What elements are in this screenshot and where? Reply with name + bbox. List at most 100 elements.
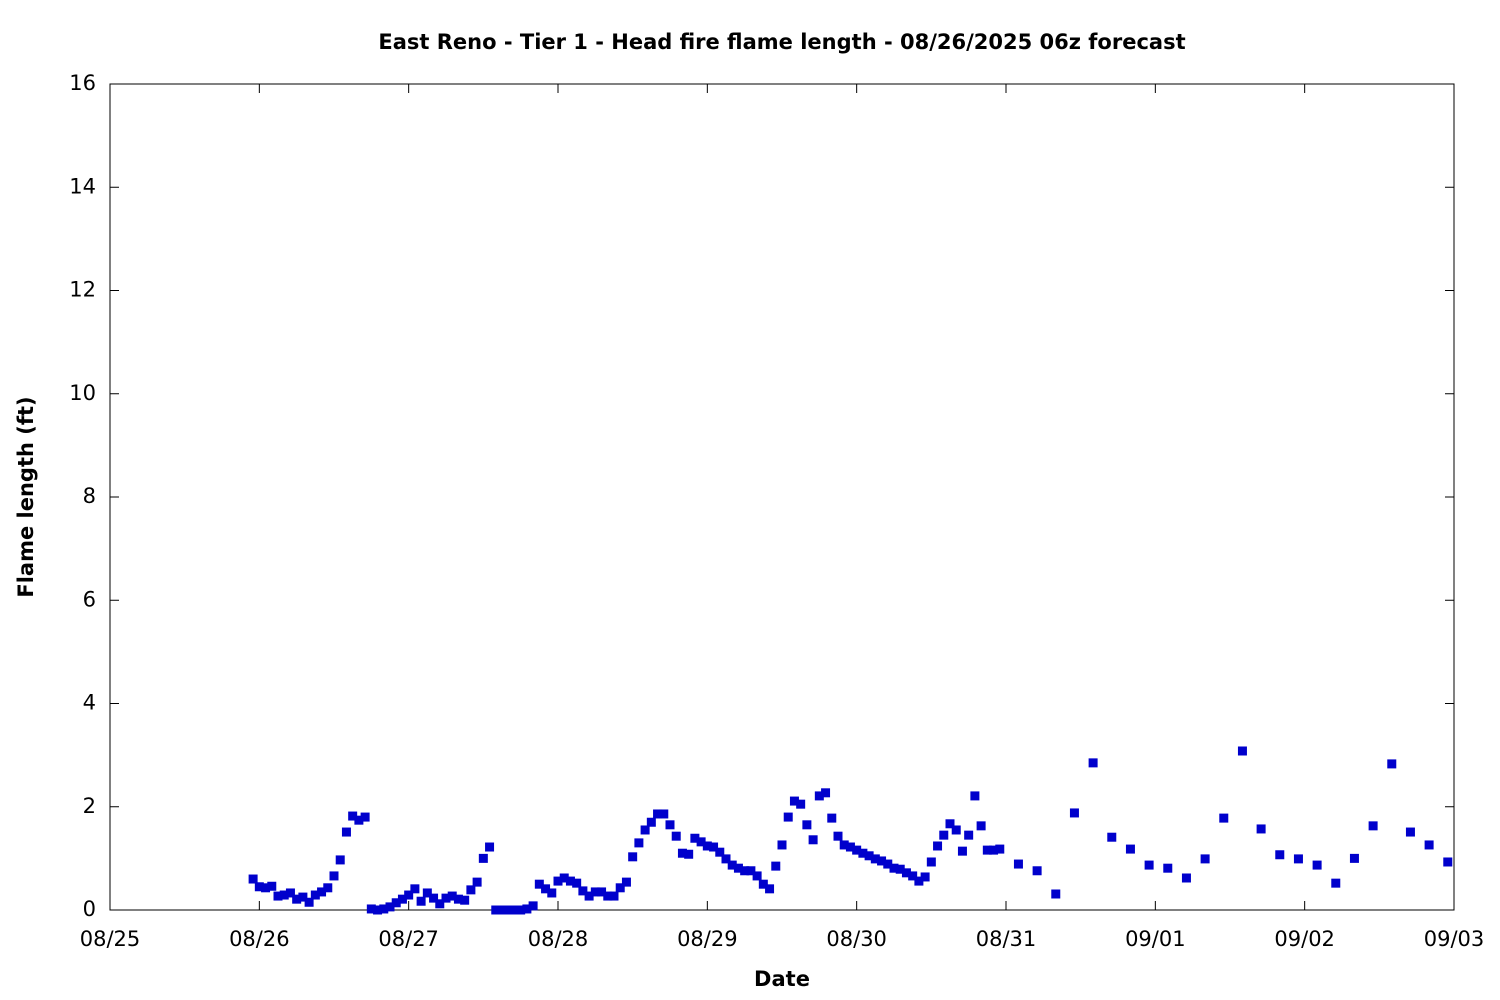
data-point — [1349, 853, 1359, 863]
data-point — [995, 844, 1005, 854]
y-axis-label: Flame length (ft) — [14, 396, 38, 597]
data-point — [435, 899, 445, 909]
data-point — [727, 860, 737, 870]
data-point — [441, 893, 451, 903]
data-point — [609, 891, 619, 901]
y-tick-label: 6 — [83, 587, 96, 611]
data-point — [690, 833, 700, 843]
data-point — [254, 882, 264, 892]
data-point — [808, 835, 818, 845]
data-point — [360, 812, 370, 822]
data-point — [410, 884, 420, 894]
x-tick-label: 08/28 — [528, 927, 589, 951]
data-point — [746, 866, 756, 876]
data-point — [572, 878, 582, 888]
data-point — [1387, 759, 1397, 769]
data-point — [696, 837, 706, 847]
data-point — [397, 894, 407, 904]
data-point — [1443, 857, 1453, 867]
data-point — [534, 879, 544, 889]
data-point — [976, 821, 986, 831]
data-point — [771, 861, 781, 871]
data-point — [908, 871, 918, 881]
y-tick-label: 2 — [83, 794, 96, 818]
data-point — [1032, 866, 1042, 876]
data-point — [292, 894, 302, 904]
data-point — [310, 890, 320, 900]
data-point — [1256, 824, 1266, 834]
x-tick-label: 08/25 — [80, 927, 141, 951]
data-point — [317, 887, 327, 897]
data-point — [821, 788, 831, 798]
data-point — [677, 848, 687, 858]
x-tick-label: 09/03 — [1424, 927, 1485, 951]
data-point — [1163, 863, 1173, 873]
data-point — [783, 812, 793, 822]
data-point — [373, 905, 383, 915]
data-point — [715, 847, 725, 857]
data-point — [1125, 844, 1135, 854]
data-point — [889, 863, 899, 873]
data-point — [485, 842, 495, 852]
data-point — [267, 881, 277, 891]
data-point — [740, 866, 750, 876]
data-point — [528, 901, 538, 911]
data-point — [796, 799, 806, 809]
data-point — [789, 796, 799, 806]
data-point — [1107, 832, 1117, 842]
data-point — [970, 791, 980, 801]
data-point — [354, 815, 364, 825]
data-point — [702, 841, 712, 851]
data-point — [416, 896, 426, 906]
data-point — [1051, 889, 1061, 899]
data-point — [565, 876, 575, 886]
data-point — [733, 863, 743, 873]
data-point — [628, 852, 638, 862]
data-point — [721, 854, 731, 864]
data-point — [1069, 808, 1079, 818]
data-point — [982, 845, 992, 855]
data-point — [584, 891, 594, 901]
data-point — [385, 902, 395, 912]
data-point — [777, 840, 787, 850]
y-tick-label: 8 — [83, 484, 96, 508]
data-point — [957, 846, 967, 856]
data-point — [460, 895, 470, 905]
data-point — [590, 887, 600, 897]
data-point — [833, 831, 843, 841]
data-point — [858, 848, 868, 858]
data-point — [1275, 850, 1285, 860]
chart-title: East Reno - Tier 1 - Head fire flame len… — [378, 30, 1185, 54]
data-point — [964, 830, 974, 840]
data-point — [248, 874, 258, 884]
data-point — [597, 887, 607, 897]
data-point — [870, 854, 880, 864]
data-point — [765, 884, 775, 894]
data-point — [864, 851, 874, 861]
data-point — [1405, 827, 1415, 837]
data-point — [684, 849, 694, 859]
data-point — [273, 891, 283, 901]
data-point — [615, 883, 625, 893]
data-point — [659, 809, 669, 819]
data-point — [497, 905, 507, 915]
data-point — [939, 830, 949, 840]
y-tick-label: 14 — [69, 174, 96, 198]
data-point — [989, 845, 999, 855]
y-tick-label: 12 — [69, 278, 96, 302]
data-point — [404, 890, 414, 900]
data-point — [348, 811, 358, 821]
data-point — [1144, 860, 1154, 870]
x-axis-label: Date — [754, 967, 810, 991]
data-point — [379, 904, 389, 914]
data-point — [1331, 878, 1341, 888]
data-point — [752, 871, 762, 881]
data-point — [478, 853, 488, 863]
data-point — [1219, 813, 1229, 823]
data-point — [522, 904, 532, 914]
data-point — [279, 890, 289, 900]
x-tick-label: 09/02 — [1274, 927, 1335, 951]
data-point — [883, 859, 893, 869]
y-tick-label: 0 — [83, 897, 96, 921]
